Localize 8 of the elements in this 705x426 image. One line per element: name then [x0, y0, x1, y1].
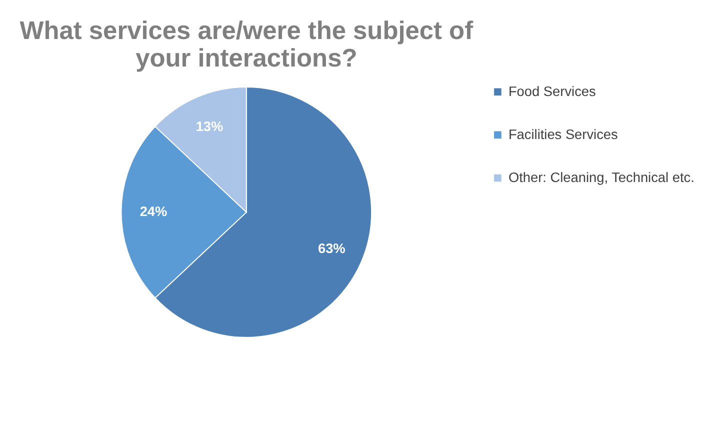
data-label: 24%: [140, 204, 168, 220]
legend-label: Facilities Services: [508, 126, 618, 142]
text: your interactions?: [136, 44, 358, 72]
legend-label: Other: Cleaning, Technical etc.: [508, 170, 694, 185]
text: What services are/were the subject of: [20, 17, 474, 46]
data-label: 63%: [318, 240, 346, 256]
data-label: 13%: [196, 118, 224, 134]
legend-label: Food Services: [508, 84, 596, 99]
